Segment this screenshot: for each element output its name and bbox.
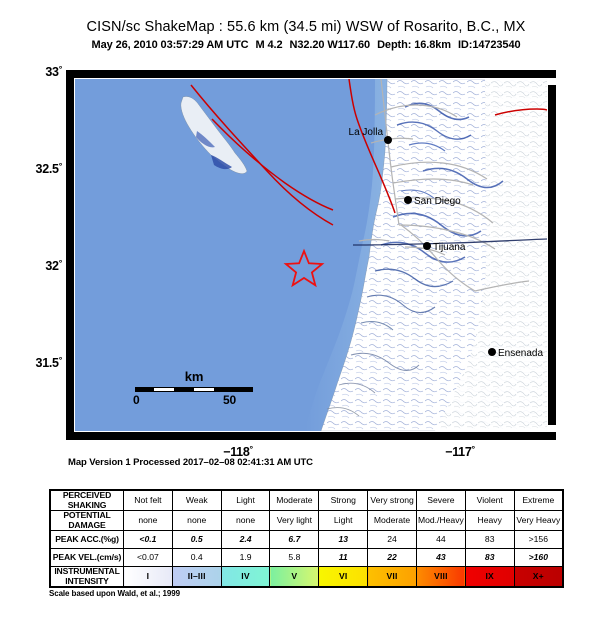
cell-acc-4: 6.7 — [269, 530, 320, 549]
cell-acc-8: 83 — [464, 530, 515, 549]
cell-intensity-5: VI — [318, 566, 369, 588]
lat-tick-label: 32° — [45, 258, 62, 273]
event-datetime: May 26, 2010 03:57:29 AM UTC — [91, 39, 249, 51]
lon-tick-label: −118° — [223, 444, 253, 459]
city-label-la-jolla: La Jolla — [349, 127, 384, 138]
cell-intensity-6: VII — [367, 566, 417, 588]
row-label-perceived-shaking: PERCEIVED SHAKING — [49, 489, 124, 511]
table-row-instrumental-intensity: INSTRUMENTAL INTENSITY I II–III IV V VI … — [49, 566, 564, 588]
scale-bar-labels: 0 50 — [133, 393, 253, 407]
longitude-axis: −118° −117° — [66, 440, 558, 464]
cell-acc-2: 0.5 — [171, 530, 222, 549]
lat-tick-label: 31.5° — [35, 355, 63, 370]
san-clemente-island — [180, 96, 248, 174]
scale-bar-title: km — [184, 369, 204, 384]
mountain-relief — [326, 102, 504, 417]
lat-tick-label: 33° — [45, 64, 62, 79]
cell-damage-5: Light — [318, 510, 369, 531]
cell-intensity-4: V — [269, 566, 320, 588]
city-markers: La Jolla San Diego Tijuana Ensenada — [349, 127, 544, 359]
cell-vel-6: 22 — [367, 548, 417, 567]
border-line — [352, 238, 547, 246]
event-depth: Depth: 16.8km — [377, 39, 451, 51]
page-title: CISN/sc ShakeMap : 55.6 km (34.5 mi) WSW… — [86, 19, 526, 35]
cell-shaking-1: Not felt — [123, 489, 173, 511]
scale-bar: km 0 50 — [133, 369, 253, 407]
table-row-potential-damage: POTENTIAL DAMAGE none none none Very lig… — [49, 510, 564, 531]
cell-intensity-9: X+ — [513, 566, 564, 588]
cell-damage-1: none — [123, 510, 173, 531]
cell-damage-8: Heavy — [464, 510, 515, 531]
row-label-peak-vel: PEAK VEL.(cm/s) — [49, 548, 124, 567]
event-coordinates: N32.20 W117.60 — [289, 39, 371, 51]
cell-acc-1: <0.1 — [123, 530, 173, 549]
cell-intensity-3: IV — [220, 566, 271, 588]
city-label-tijuana: Tijuana — [433, 242, 466, 253]
lon-tick-label: −117° — [445, 444, 475, 459]
cell-vel-9: >160 — [513, 548, 564, 567]
cell-shaking-5: Strong — [318, 489, 369, 511]
cell-intensity-2: II–III — [171, 566, 222, 588]
shakemap-map: 33° 32.5° 32° 31.5° −118° −117° — [0, 62, 612, 462]
event-magnitude: M 4.2 — [255, 39, 283, 51]
cell-damage-6: Moderate — [367, 510, 417, 531]
map-graphic: La Jolla San Diego Tijuana Ensenada — [75, 79, 547, 431]
epicenter-star — [283, 248, 325, 288]
cell-shaking-6: Very strong — [367, 489, 417, 511]
cell-acc-3: 2.4 — [220, 530, 271, 549]
latitude-axis: 33° 32.5° 32° 31.5° — [0, 62, 63, 442]
cell-acc-5: 13 — [318, 530, 369, 549]
fault-lines — [190, 79, 547, 226]
cell-damage-2: none — [171, 510, 222, 531]
cell-damage-3: none — [220, 510, 271, 531]
scale-bar-graphic — [135, 387, 253, 392]
scale-min-label: 0 — [133, 393, 140, 407]
lat-tick-label: 32.5° — [35, 161, 63, 176]
row-label-peak-acc: PEAK ACC.(%g) — [49, 530, 124, 549]
cell-shaking-2: Weak — [171, 489, 222, 511]
cell-acc-7: 44 — [415, 530, 466, 549]
cell-damage-7: Mod./Heavy — [415, 510, 466, 531]
intensity-legend-table: PERCEIVED SHAKING Not felt Weak Light Mo… — [49, 489, 564, 588]
city-label-ensenada: Ensenada — [498, 348, 543, 359]
table-row-peak-acc: PEAK ACC.(%g) <0.1 0.5 2.4 6.7 13 24 44 … — [49, 530, 564, 549]
row-label-potential-damage: POTENTIAL DAMAGE — [49, 510, 124, 531]
map-frame: La Jolla San Diego Tijuana Ensenada — [66, 70, 562, 440]
cell-acc-9: >156 — [513, 530, 564, 549]
table-row-peak-vel: PEAK VEL.(cm/s) <0.07 0.4 1.9 5.8 11 22 … — [49, 548, 564, 567]
map-header: CISN/sc ShakeMap : 55.6 km (34.5 mi) WSW… — [0, 0, 612, 53]
cell-intensity-8: IX — [464, 566, 515, 588]
city-label-san-diego: San Diego — [414, 196, 461, 207]
cell-damage-9: Very Heavy — [513, 510, 564, 531]
cell-shaking-7: Severe — [415, 489, 466, 511]
table-row-perceived-shaking: PERCEIVED SHAKING Not felt Weak Light Mo… — [49, 489, 564, 511]
cell-vel-5: 11 — [318, 548, 369, 567]
legend-footnote: Scale based upon Wald, et al.; 1999 — [49, 589, 180, 598]
inland-terrain — [435, 79, 547, 431]
cell-vel-4: 5.8 — [269, 548, 320, 567]
map-version-line: Map Version 1 Processed 2017–02–08 02:41… — [68, 457, 313, 468]
cell-shaking-3: Light — [220, 489, 271, 511]
cell-vel-1: <0.07 — [123, 548, 173, 567]
scale-max-label: 50 — [223, 393, 236, 407]
cell-shaking-8: Violent — [464, 489, 515, 511]
cell-shaking-9: Extreme — [513, 489, 564, 511]
cell-intensity-1: I — [123, 566, 173, 588]
cell-vel-3: 1.9 — [220, 548, 271, 567]
row-label-instrumental-intensity: INSTRUMENTAL INTENSITY — [49, 566, 124, 588]
event-summary: May 26, 2010 03:57:29 AM UTC M 4.2 N32.20 … — [0, 37, 612, 53]
event-id: ID:14723540 — [457, 39, 521, 51]
cell-vel-7: 43 — [415, 548, 466, 567]
map-canvas: La Jolla San Diego Tijuana Ensenada — [75, 79, 547, 431]
cell-shaking-4: Moderate — [269, 489, 320, 511]
intensity-legend: PERCEIVED SHAKING Not felt Weak Light Mo… — [49, 489, 564, 598]
cell-vel-2: 0.4 — [171, 548, 222, 567]
cell-vel-8: 83 — [464, 548, 515, 567]
cell-intensity-7: VIII — [415, 566, 466, 588]
cell-acc-6: 24 — [367, 530, 417, 549]
cell-damage-4: Very light — [269, 510, 320, 531]
